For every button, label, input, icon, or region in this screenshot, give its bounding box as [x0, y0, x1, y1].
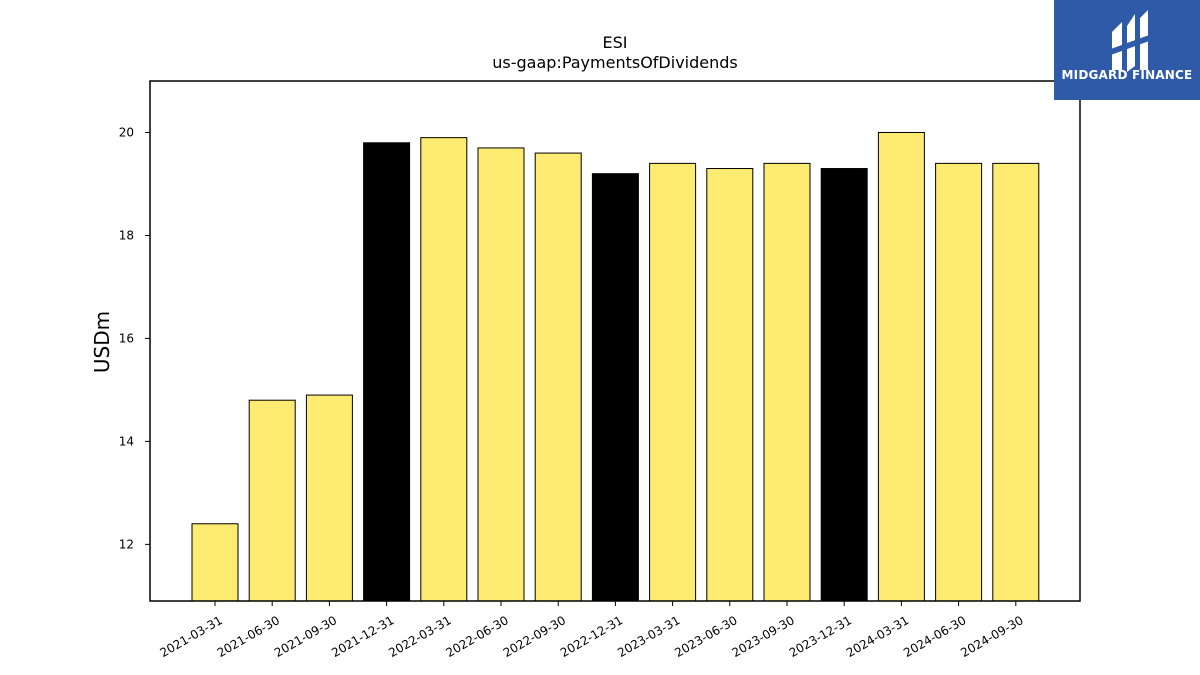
- bar-2021-03-31: [191, 523, 239, 602]
- x-tick-label: 2024-03-31: [844, 613, 911, 660]
- bar-2021-12-31: [363, 142, 411, 602]
- y-tick-label: 18: [119, 228, 134, 242]
- bar-2024-03-31: [877, 131, 925, 602]
- plot-frame: [149, 80, 1081, 602]
- x-tick-label: 2021-06-30: [215, 613, 282, 660]
- bar-2021-06-30: [248, 399, 296, 602]
- y-ticks-group: 12 14 16 18 20: [119, 125, 150, 551]
- bar-2024-06-30: [935, 162, 983, 602]
- bar-2023-03-31: [649, 162, 697, 602]
- chart-title: ESI: [603, 33, 628, 52]
- logo-text: MIDGARD FINANCE: [1061, 68, 1193, 82]
- midgard-finance-logo: MIDGARD FINANCE: [1054, 0, 1200, 100]
- bars-group: [191, 131, 1040, 602]
- bar-2022-12-31: [591, 173, 639, 602]
- bar-2022-03-31: [420, 137, 468, 602]
- x-tick-label: 2021-09-30: [272, 613, 339, 660]
- x-tick-label: 2021-12-31: [329, 613, 396, 660]
- x-tick-label: 2024-06-30: [901, 613, 968, 660]
- y-tick-label: 12: [119, 537, 134, 551]
- bar-2024-09-30: [992, 162, 1040, 602]
- chart-subtitle: us-gaap:PaymentsOfDividends: [492, 53, 737, 72]
- bar-2023-06-30: [706, 168, 754, 602]
- x-tick-label: 2022-06-30: [443, 613, 510, 660]
- x-ticks-group: 2021-03-312021-06-302021-09-302021-12-31…: [157, 601, 1026, 660]
- y-tick-label: 20: [119, 125, 134, 139]
- bar-2022-09-30: [534, 152, 582, 602]
- x-tick-label: 2022-03-31: [386, 613, 453, 660]
- x-tick-label: 2021-03-31: [157, 613, 224, 660]
- bar-2023-12-31: [820, 168, 868, 602]
- x-tick-label: 2023-03-31: [615, 613, 682, 660]
- y-tick-label: 14: [119, 434, 134, 448]
- midgard-m-icon: [1108, 10, 1152, 72]
- x-tick-label: 2023-09-30: [729, 613, 796, 660]
- y-tick-label: 16: [119, 331, 134, 345]
- bar-2022-06-30: [477, 147, 525, 602]
- x-tick-label: 2022-12-31: [558, 613, 625, 660]
- x-tick-label: 2023-12-31: [787, 613, 854, 660]
- x-tick-label: 2024-09-30: [958, 613, 1025, 660]
- y-axis-label: USDm: [90, 311, 114, 373]
- x-tick-label: 2023-06-30: [672, 613, 739, 660]
- bar-2021-09-30: [305, 394, 353, 602]
- bar-2023-09-30: [763, 162, 811, 602]
- x-tick-label: 2022-09-30: [501, 613, 568, 660]
